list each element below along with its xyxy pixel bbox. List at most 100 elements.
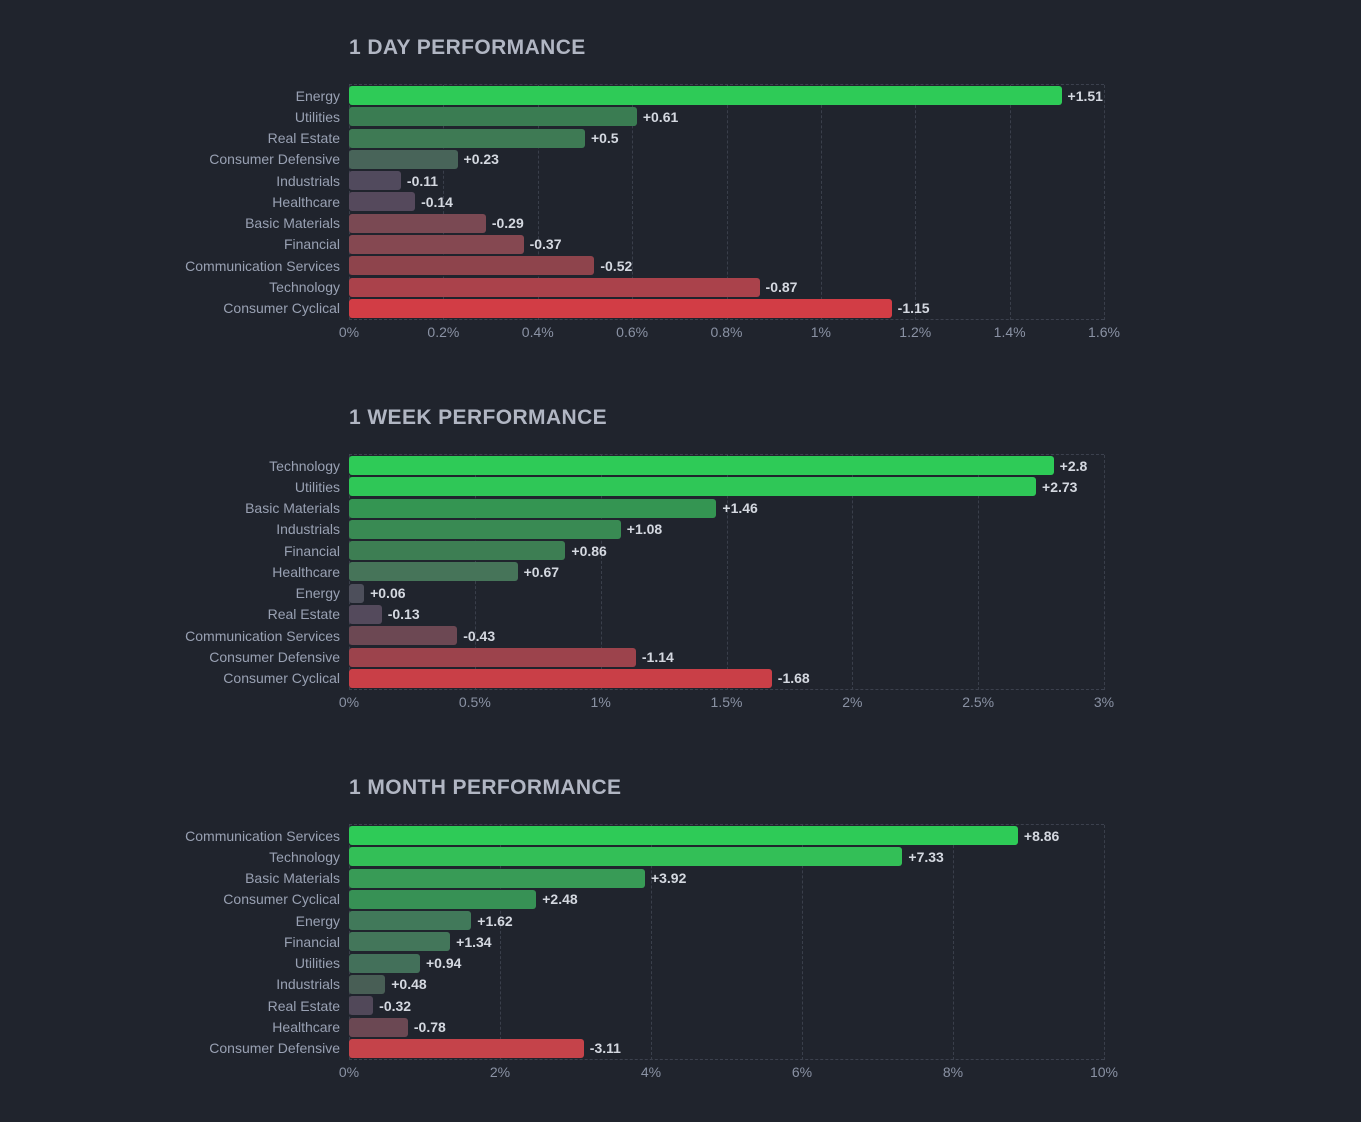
axis-tick-label: 2.5% — [962, 694, 995, 710]
gridline — [820, 85, 822, 320]
sector-label: Energy — [295, 912, 340, 929]
axis-tick-label: 0.4% — [521, 324, 554, 340]
axis-tick-label: 3% — [1093, 694, 1115, 710]
bar-value-label: +0.06 — [370, 585, 406, 602]
axis-tick-label: 8% — [942, 1064, 964, 1080]
sector-label: Communication Services — [185, 827, 340, 844]
gridline — [852, 455, 854, 690]
sector-label: Healthcare — [272, 563, 340, 580]
bar-row: Utilities +2.73 — [295, 477, 1104, 497]
gridline — [1104, 85, 1105, 320]
performance-bar — [349, 583, 365, 603]
sector-label: Basic Materials — [245, 215, 340, 232]
bar-row: Industrials -0.11 — [276, 171, 1104, 191]
bar-value-label: +2.48 — [542, 891, 578, 908]
sector-label: Financial — [283, 933, 340, 950]
performance-bar — [349, 171, 401, 191]
sector-label: Consumer Cyclical — [223, 670, 340, 687]
sector-label: Consumer Defensive — [209, 1040, 340, 1057]
bar-row: Healthcare -0.78 — [272, 1017, 1104, 1037]
performance-bar — [349, 847, 903, 867]
gridline — [1104, 455, 1105, 690]
bar-row: Industrials +1.08 — [276, 519, 1104, 539]
performance-bar — [349, 213, 486, 233]
performance-bar — [349, 107, 637, 127]
bar-row: Technology +7.33 — [269, 847, 1104, 867]
gridline — [537, 85, 539, 320]
bar-value-label: -1.68 — [777, 670, 810, 687]
plot-area: Communication Services +8.86 Technology +7.… — [185, 824, 1105, 1060]
performance-bar — [349, 498, 717, 518]
gridline — [802, 825, 803, 1060]
sector-label: Utilities — [294, 478, 340, 495]
bar-row: Real Estate +0.5 — [268, 128, 1104, 148]
chart-title: 1 WEEK PERFORMANCE — [349, 406, 608, 429]
sector-label: Financial — [283, 236, 340, 253]
performance-bar — [349, 889, 537, 909]
bar-row: Communication Services -0.43 — [185, 626, 1104, 646]
sector-label: Real Estate — [267, 606, 340, 623]
bar-value-label: -0.43 — [463, 627, 496, 644]
gridline — [953, 825, 954, 1060]
gridline — [726, 85, 728, 320]
bar-value-label: -0.11 — [406, 172, 439, 189]
performance-bar — [349, 298, 892, 318]
sector-label: Technology — [269, 848, 340, 865]
bar-value-label: -0.78 — [413, 1019, 446, 1036]
sector-label: Industrials — [276, 976, 340, 993]
plot-area: Energy +1.51 Utilities +0.61 Real Estate +0.5… — [185, 84, 1105, 320]
bar-value-label: +0.5 — [590, 130, 619, 147]
performance-bar — [349, 277, 760, 297]
performance-bar — [349, 953, 420, 973]
bar-row: Consumer Cyclical +2.48 — [223, 889, 1104, 909]
performance-bar — [349, 1038, 584, 1058]
performance-bar — [349, 192, 416, 212]
bar-row: Real Estate -0.13 — [268, 604, 1104, 624]
bar-value-label: +0.67 — [523, 563, 560, 580]
bar-row: Communication Services -0.52 — [185, 256, 1104, 276]
performance-bar — [349, 128, 585, 148]
performance-bar — [349, 562, 518, 582]
axis-tick-label: 2% — [489, 1064, 511, 1080]
bar-value-label: +1.08 — [626, 521, 663, 538]
bar-value-label: -0.37 — [529, 236, 562, 253]
performance-bar — [349, 86, 1062, 106]
chart-1-month: 1 MONTH PERFORMANCE Communication Service… — [0, 776, 1361, 1096]
sector-label: Real Estate — [267, 130, 340, 147]
bar-row: Consumer Cyclical -1.68 — [223, 668, 1104, 688]
bar-value-label: +1.51 — [1067, 87, 1103, 104]
bar-row: Basic Materials -0.29 — [245, 213, 1104, 233]
gridline — [632, 85, 634, 320]
bar-value-label: -0.13 — [387, 606, 420, 623]
performance-bar — [349, 647, 636, 667]
performance-bar — [349, 477, 1037, 497]
bar-row: Utilities +0.61 — [295, 107, 1104, 127]
gridline — [1009, 85, 1011, 320]
axis-tick-label: 6% — [791, 1064, 813, 1080]
bar-row: Energy +1.51 — [296, 86, 1104, 106]
axis-tick-label: 0% — [338, 324, 360, 340]
bar-value-label: -0.29 — [491, 215, 524, 232]
axis-tick-label: 2% — [842, 694, 863, 710]
axis-tick-label: 1.2% — [899, 324, 932, 340]
bar-row: Financial +1.34 — [284, 932, 1104, 952]
sector-label: Utilities — [294, 955, 340, 972]
gridline — [726, 455, 728, 690]
bar-value-label: +1.46 — [722, 500, 758, 517]
performance-bar — [349, 1017, 408, 1037]
bar-row: Real Estate -0.32 — [268, 996, 1104, 1016]
performance-bar — [349, 911, 472, 931]
bar-row: Technology -0.87 — [269, 277, 1104, 297]
bar-value-label: +2.73 — [1042, 478, 1078, 495]
axis-tick-label: 0.5% — [458, 694, 491, 710]
bar-value-label: +0.61 — [642, 108, 679, 125]
x-axis: 0% 0.5% 1% 1.5% 2% 2.5% 3% — [339, 694, 1114, 711]
sector-label: Consumer Defensive — [209, 151, 340, 168]
gridline — [915, 85, 917, 320]
sector-label: Basic Materials — [245, 500, 340, 517]
bar-row: Financial +0.86 — [284, 541, 1104, 561]
sector-label: Energy — [295, 585, 340, 602]
sector-label: Basic Materials — [245, 870, 340, 887]
sector-label: Communication Services — [185, 627, 340, 644]
performance-bar — [349, 974, 386, 994]
